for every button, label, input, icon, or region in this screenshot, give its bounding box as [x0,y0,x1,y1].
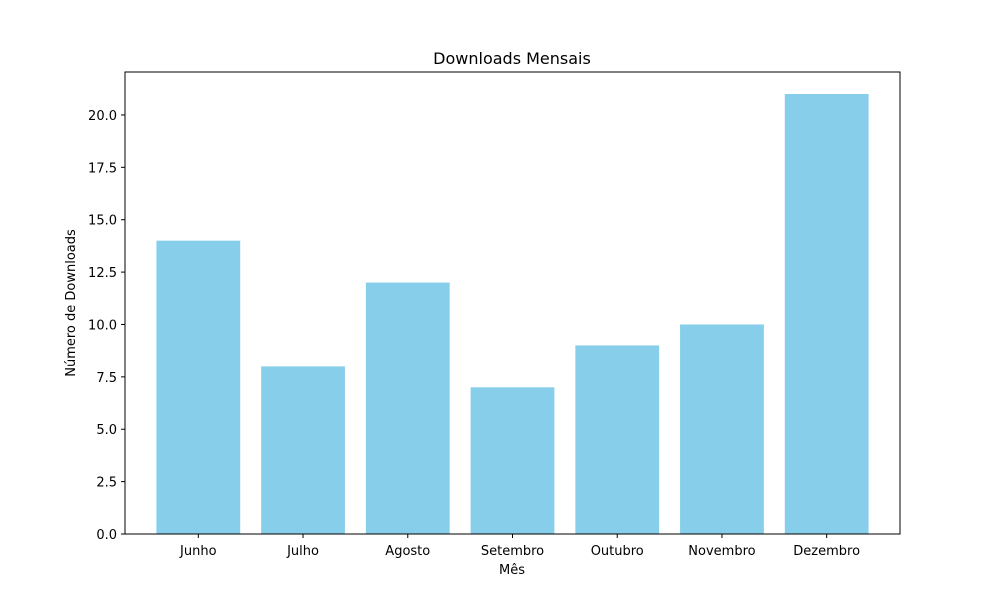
y-tick-label: 10.0 [88,318,117,333]
bar-julho [261,366,345,534]
x-axis-title: Mês [499,563,525,578]
bar-outubro [575,345,660,534]
x-tick-label: Outubro [591,544,644,559]
x-tick-label: Junho [179,544,217,559]
y-tick-label: 2.5 [96,476,117,491]
bar-novembro [680,324,764,534]
x-tick-label: Dezembro [793,544,860,559]
x-axis: Junho Julho Agosto Setembro Outubro Novembro D… [179,534,860,559]
bar-junho [156,240,241,534]
bar-dezembro [784,94,869,534]
x-tick-label: Julho [286,544,319,559]
y-tick-label: 0.0 [96,528,117,543]
y-tick-label: 12.5 [88,266,117,281]
x-tick-label: Setembro [481,544,544,559]
bar-setembro [470,387,555,534]
y-tick-label: 17.5 [88,161,117,176]
y-tick-label: 5.0 [96,423,117,438]
y-tick-label: 7.5 [96,371,117,386]
y-tick-label: 15.0 [88,214,117,229]
x-tick-label: Agosto [385,544,430,559]
chart-title: Downloads Mensais [433,49,591,68]
x-tick-label: Novembro [688,544,755,559]
y-tick-label: 20.0 [88,109,117,124]
bar-agosto [365,282,450,534]
plot-frame [124,71,901,535]
y-axis-title: Número de Downloads [64,229,79,377]
bars-layer [156,94,869,534]
y-axis: 0.0 2.5 5.0 7.5 10.0 12.5 15.0 17.5 20.0 [88,109,125,543]
